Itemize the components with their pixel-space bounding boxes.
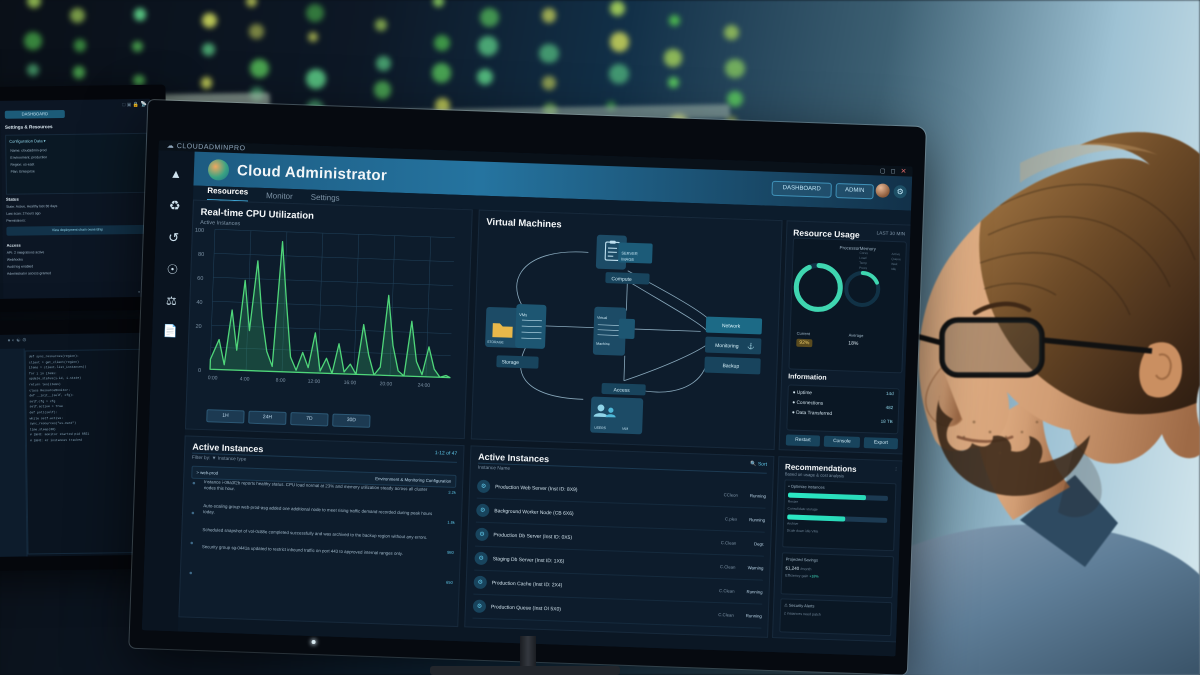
svg-text:IAM: IAM [622, 427, 628, 431]
svg-text:100: 100 [195, 228, 204, 234]
svg-text:60: 60 [197, 276, 203, 282]
svg-text:SERVER: SERVER [621, 251, 638, 257]
svg-text:0:00: 0:00 [208, 375, 218, 381]
svg-text:Access: Access [613, 387, 630, 394]
svg-text:0: 0 [198, 368, 201, 374]
svg-text:8:00: 8:00 [276, 378, 286, 384]
svg-text:16:00: 16:00 [344, 380, 357, 386]
svg-text:⚓: ⚓ [747, 342, 755, 350]
svg-text:Monitoring: Monitoring [715, 343, 739, 350]
svg-text:24:00: 24:00 [418, 383, 431, 389]
svg-text:40: 40 [196, 300, 202, 306]
svg-text:Compute: Compute [611, 276, 632, 283]
svg-text:20: 20 [195, 324, 201, 330]
svg-text:Backup: Backup [722, 363, 739, 370]
svg-text:Network: Network [722, 323, 741, 330]
svg-text:80: 80 [198, 252, 204, 258]
svg-text:Storage: Storage [501, 359, 519, 366]
svg-text:Machine: Machine [596, 342, 610, 346]
svg-text:20:00: 20:00 [380, 381, 393, 387]
svg-text:USERS: USERS [594, 426, 607, 430]
svg-text:IMAGE: IMAGE [621, 257, 634, 262]
svg-text:Virtual: Virtual [597, 316, 607, 320]
svg-text:STORAGE: STORAGE [487, 340, 504, 345]
svg-text:4:00: 4:00 [240, 376, 250, 382]
svg-text:12:00: 12:00 [308, 379, 321, 385]
svg-text:VMs: VMs [519, 312, 527, 317]
